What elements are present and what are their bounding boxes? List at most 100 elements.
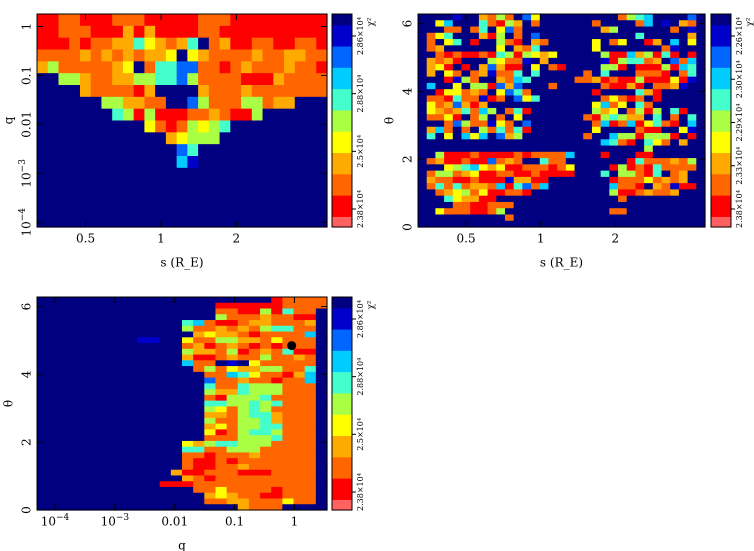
heatmap-cell	[504, 26, 515, 34]
heatmap-cell	[626, 82, 637, 90]
heatmap-cell	[418, 195, 428, 203]
heatmap-cell	[426, 189, 436, 197]
heatmap-cell	[248, 308, 261, 315]
heatmap-cell	[115, 486, 127, 494]
heatmap-cell	[47, 14, 60, 27]
heatmap-cell	[70, 314, 83, 321]
heatmap-cell	[248, 297, 261, 304]
heatmap-cell	[574, 164, 584, 172]
heatmap-cell	[193, 475, 205, 482]
heatmap-cell	[59, 383, 72, 390]
heatmap-cell	[208, 144, 221, 157]
heatmap-cell	[103, 458, 116, 465]
heatmap-cell	[81, 354, 94, 361]
heatmap-cell	[148, 331, 161, 338]
heatmap-cell	[696, 151, 706, 159]
heatmap-cell	[137, 331, 150, 338]
colorbar-segment	[711, 45, 731, 52]
heatmap-cell	[115, 331, 127, 338]
heatmap-cell	[574, 220, 584, 228]
heatmap-cell	[618, 26, 628, 34]
heatmap-cell	[644, 107, 654, 115]
heatmap-cell	[478, 32, 489, 40]
heatmap-cell	[155, 96, 167, 110]
heatmap-cell	[92, 498, 105, 505]
colorbar-frame	[331, 296, 353, 511]
heatmap-cell	[101, 14, 113, 27]
heatmap-cell	[115, 458, 127, 465]
heatmap-cell	[148, 435, 161, 442]
heatmap-cell	[426, 158, 436, 165]
heatmap-cell	[635, 57, 645, 65]
heatmap-cell	[478, 95, 489, 103]
heatmap-cell	[237, 400, 250, 407]
heatmap-cell	[271, 463, 283, 471]
heatmap-cell	[548, 32, 558, 40]
heatmap-cell	[126, 320, 138, 327]
heatmap-cell	[470, 107, 480, 115]
colorbar-segment	[332, 334, 352, 341]
heatmap-cell	[215, 360, 228, 367]
heatmap-cell	[159, 360, 172, 367]
heatmap-cell	[271, 400, 283, 407]
heatmap-cell	[444, 133, 454, 140]
heatmap-cell	[271, 440, 283, 448]
heatmap-cell	[626, 220, 637, 228]
heatmap-cell	[609, 95, 619, 103]
heatmap-cell	[103, 492, 116, 500]
heatmap-cell	[452, 70, 463, 78]
heatmap-cell	[600, 170, 610, 178]
heatmap-cell	[115, 320, 127, 327]
heatmap-cell	[260, 394, 272, 402]
heatmap-cell	[204, 486, 217, 494]
heatmap-cell	[193, 492, 205, 500]
heatmap-cell	[452, 201, 463, 209]
heatmap-cell	[583, 126, 593, 134]
heatmap-cell	[513, 20, 523, 28]
heatmap-cell	[70, 469, 83, 477]
heatmap-cell	[478, 120, 489, 128]
heatmap-cell	[565, 201, 576, 209]
heatmap-cell	[574, 189, 584, 197]
heatmap-cell	[79, 191, 92, 204]
heatmap-cell	[496, 64, 506, 71]
heatmap-cell	[557, 139, 567, 147]
heatmap-cell	[644, 101, 654, 109]
heatmap-cell	[696, 201, 706, 209]
heatmap-cell	[635, 158, 645, 165]
heatmap-cell	[69, 61, 81, 74]
heatmap-cell	[282, 320, 295, 327]
heatmap-cell	[112, 167, 124, 181]
heatmap-cell	[226, 354, 239, 361]
heatmap-cell	[452, 220, 463, 228]
heatmap-cell	[137, 429, 150, 436]
heatmap-cell	[635, 195, 645, 203]
heatmap-cell	[133, 120, 146, 133]
heatmap-cell	[522, 201, 532, 209]
heatmap-cell	[644, 95, 654, 103]
heatmap-cell	[687, 107, 697, 115]
heatmap-cell	[193, 377, 205, 384]
heatmap-cell	[461, 51, 471, 59]
heatmap-cell	[37, 492, 49, 500]
heatmap-cell	[193, 446, 205, 454]
colorbar-segment	[332, 440, 352, 447]
heatmap-cell	[487, 126, 497, 134]
heatmap-cell	[148, 504, 161, 511]
heatmap-cell	[92, 492, 105, 500]
colorbar-segment	[332, 350, 352, 357]
heatmap-cell	[565, 82, 576, 90]
heatmap-cell	[696, 214, 706, 222]
heatmap-cell	[144, 179, 156, 193]
heatmap-cell	[273, 25, 285, 39]
heatmap-cell	[678, 139, 689, 147]
heatmap-cell	[103, 463, 116, 471]
heatmap-cell	[600, 208, 610, 216]
heatmap-cell	[101, 85, 113, 98]
heatmap-cell	[103, 423, 116, 431]
heatmap-cell	[316, 167, 328, 181]
heatmap-cell	[115, 469, 127, 477]
heatmap-cell	[37, 458, 49, 465]
heatmap-cell	[137, 435, 150, 442]
heatmap-cell	[461, 26, 471, 34]
